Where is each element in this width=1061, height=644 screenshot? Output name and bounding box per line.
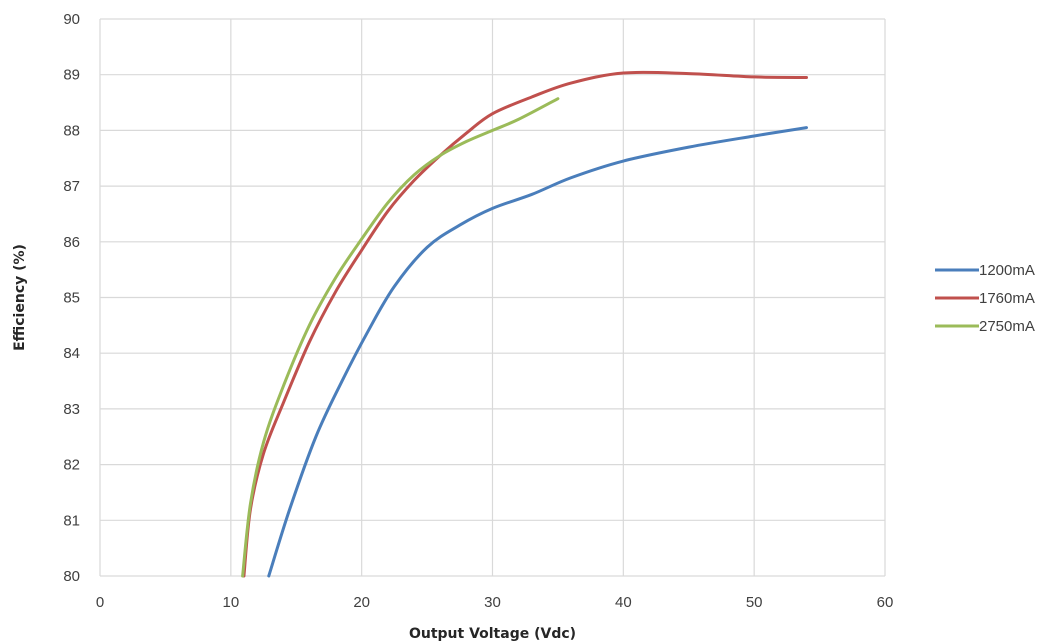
y-tick-label: 90 [63, 11, 80, 28]
series-lines [241, 70, 808, 578]
y-tick-label: 86 [63, 234, 80, 251]
series-line-2750mA [241, 97, 560, 578]
series-line-1200mA [267, 126, 808, 578]
x-tick-label: 20 [353, 594, 370, 611]
x-tick-label: 40 [615, 594, 632, 611]
x-tick-label: 0 [96, 594, 104, 611]
y-tick-label: 89 [63, 67, 80, 84]
series-line-1760mA [242, 70, 808, 578]
y-axis-title: Efficiency (%) [12, 244, 28, 351]
y-tick-label: 84 [63, 345, 80, 362]
x-axis-title: Output Voltage (Vdc) [409, 626, 576, 642]
x-tick-label: 10 [222, 594, 239, 611]
legend: 1200mA 1760mA 2750mA [935, 262, 1035, 335]
y-tick-label: 81 [63, 512, 80, 529]
x-tick-label: 60 [877, 594, 894, 611]
grid-lines [99, 18, 886, 577]
y-tick-label: 82 [63, 457, 80, 474]
legend-label: 1200mA [979, 262, 1035, 279]
y-tick-label: 80 [63, 568, 80, 585]
x-tick-label: 30 [484, 594, 501, 611]
legend-label: 2750mA [979, 318, 1035, 335]
y-tick-label: 83 [63, 401, 80, 418]
legend-label: 1760mA [979, 290, 1035, 307]
x-tick-label: 50 [746, 594, 763, 611]
y-tick-label: 85 [63, 290, 80, 307]
y-axis-tick-labels: 80 81 82 83 84 85 86 87 88 89 90 [63, 11, 80, 585]
y-tick-label: 88 [63, 122, 80, 139]
x-axis-tick-labels: 0 10 20 30 40 50 60 [96, 594, 894, 611]
y-tick-label: 87 [63, 178, 80, 195]
